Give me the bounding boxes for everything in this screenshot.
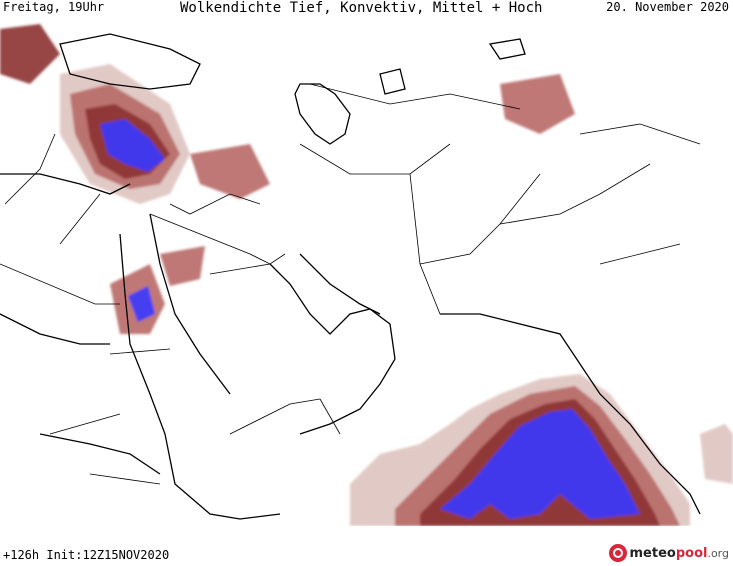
cloud-area-central-asia [500, 74, 575, 134]
cloud-area-sudan [160, 246, 205, 286]
cloud-area-arabian-sea-convective [440, 409, 640, 519]
logo-text: meteopool.org [630, 546, 730, 561]
meteopool-logo-icon [608, 544, 627, 562]
cloud-area-north-dense [0, 24, 60, 84]
cloud-area-iran-north [190, 144, 270, 199]
cloud-area-east-light [700, 424, 733, 484]
cloud-density-map [0, 24, 733, 526]
forecast-time-label: Freitag, 19Uhr [3, 0, 105, 14]
weather-map [0, 14, 733, 526]
logo-accent: pool [675, 545, 708, 561]
forecast-date-label: 20. November 2020 [606, 0, 729, 14]
coastlines [0, 33, 701, 520]
meteopool-logo[interactable]: meteopool.org [608, 542, 730, 564]
run-info: +126h Init:12Z15NOV2020 [3, 548, 170, 562]
country-borders [0, 83, 701, 485]
cloud-area-levant-convective [100, 119, 165, 172]
logo-suffix: .org [707, 546, 729, 560]
map-title: Wolkendichte Tief, Konvektiv, Mittel + H… [180, 0, 543, 16]
logo-name: meteo [629, 545, 676, 561]
cloud-area-egypt-conv [128, 286, 155, 322]
cloud-layer [0, 24, 733, 526]
